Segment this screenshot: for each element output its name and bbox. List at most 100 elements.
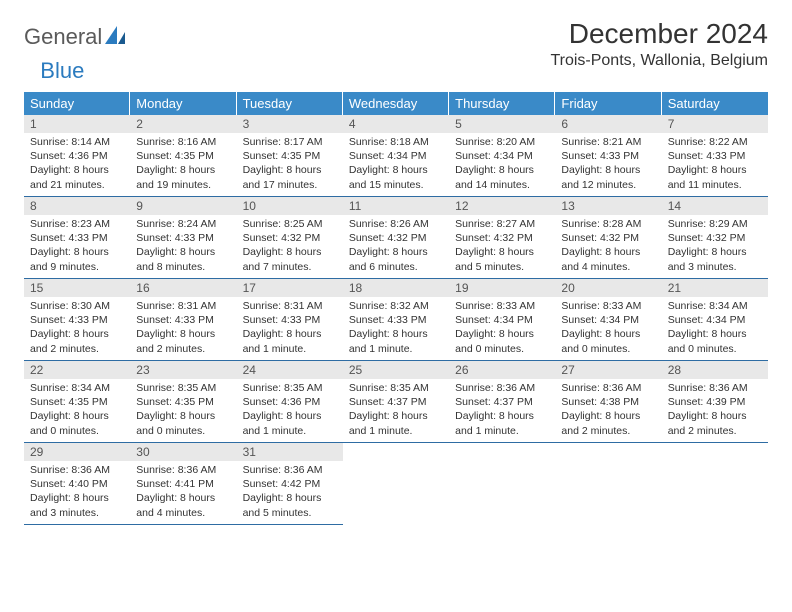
sunrise-line: Sunrise: 8:33 AM [561,299,655,313]
day-number: 15 [24,279,130,297]
weekday-header-row: Sunday Monday Tuesday Wednesday Thursday… [24,92,768,115]
daylight-line: Daylight: 8 hours [243,245,337,259]
day-cell: 28Sunrise: 8:36 AMSunset: 4:39 PMDayligh… [662,361,768,443]
day-cell: 5 Sunrise: 8:20 AMSunset: 4:34 PMDaylight… [449,115,555,197]
day-details: Sunrise: 8:17 AMSunset: 4:35 PMDaylight:… [237,135,343,192]
sunset-line: Sunset: 4:35 PM [136,395,230,409]
daylight-line: Daylight: 8 hours [243,409,337,423]
sunrise-line: Sunrise: 8:26 AM [349,217,443,231]
daylight-line: Daylight: 8 hours [561,245,655,259]
day-cell: 9Sunrise: 8:24 AMSunset: 4:33 PMDaylight… [130,197,236,279]
sunset-line: Sunset: 4:41 PM [136,477,230,491]
daylight-line: and 2 minutes. [136,342,230,356]
daylight-line: and 2 minutes. [668,424,762,438]
daylight-line: and 8 minutes. [136,260,230,274]
daylight-line: and 2 minutes. [30,342,124,356]
daylight-line: Daylight: 8 hours [30,245,124,259]
daylight-line: and 4 minutes. [136,506,230,520]
sunrise-line: Sunrise: 8:32 AM [349,299,443,313]
daylight-line: and 1 minute. [455,424,549,438]
day-number: 25 [343,361,449,379]
daylight-line: and 0 minutes. [30,424,124,438]
sunset-line: Sunset: 4:34 PM [668,313,762,327]
day-number: 10 [237,197,343,215]
daylight-line: Daylight: 8 hours [136,327,230,341]
sunrise-line: Sunrise: 8:35 AM [243,381,337,395]
day-number: 24 [237,361,343,379]
sunrise-line: Sunrise: 8:36 AM [561,381,655,395]
week-row: 8Sunrise: 8:23 AMSunset: 4:33 PMDaylight… [24,197,768,279]
day-details: Sunrise: 8:35 AMSunset: 4:35 PMDaylight:… [130,381,236,438]
daylight-line: Daylight: 8 hours [136,163,230,177]
daylight-line: and 9 minutes. [30,260,124,274]
day-details: Sunrise: 8:14 AMSunset: 4:36 PMDaylight:… [24,135,130,192]
sunset-line: Sunset: 4:32 PM [455,231,549,245]
day-details: Sunrise: 8:36 AMSunset: 4:40 PMDaylight:… [24,463,130,520]
day-number: 28 [662,361,768,379]
sunset-line: Sunset: 4:34 PM [455,149,549,163]
daylight-line: Daylight: 8 hours [243,327,337,341]
day-details: Sunrise: 8:26 AMSunset: 4:32 PMDaylight:… [343,217,449,274]
day-cell: 17Sunrise: 8:31 AMSunset: 4:33 PMDayligh… [237,279,343,361]
day-cell: 25Sunrise: 8:35 AMSunset: 4:37 PMDayligh… [343,361,449,443]
day-cell: 3Sunrise: 8:17 AMSunset: 4:35 PMDaylight… [237,115,343,197]
day-cell: 21Sunrise: 8:34 AMSunset: 4:34 PMDayligh… [662,279,768,361]
daylight-line: Daylight: 8 hours [455,409,549,423]
day-number: 11 [343,197,449,215]
daylight-line: Daylight: 8 hours [136,491,230,505]
daylight-line: Daylight: 8 hours [243,163,337,177]
daylight-line: Daylight: 8 hours [668,409,762,423]
day-details: Sunrise: 8:20 AMSunset: 4:34 PMDaylight:… [449,135,555,192]
day-number: 26 [449,361,555,379]
day-cell: 2Sunrise: 8:16 AMSunset: 4:35 PMDaylight… [130,115,236,197]
day-number: 16 [130,279,236,297]
header-right: December 2024 Trois-Ponts, Wallonia, Bel… [550,18,768,76]
daylight-line: and 17 minutes. [243,178,337,192]
day-number: 30 [130,443,236,461]
day-number: 5 [449,115,555,133]
sunset-line: Sunset: 4:34 PM [349,149,443,163]
sunset-line: Sunset: 4:36 PM [30,149,124,163]
daylight-line: Daylight: 8 hours [455,327,549,341]
sunrise-line: Sunrise: 8:33 AM [455,299,549,313]
daylight-line: and 0 minutes. [561,342,655,356]
daylight-line: Daylight: 8 hours [561,409,655,423]
daylight-line: and 15 minutes. [349,178,443,192]
day-number: 31 [237,443,343,461]
day-cell: 24 Sunrise: 8:35 AMSunset: 4:36 PMDayligh… [237,361,343,443]
calendar-grid: Sunday Monday Tuesday Wednesday Thursday… [24,92,768,525]
sunset-line: Sunset: 4:33 PM [136,231,230,245]
day-number: 20 [555,279,661,297]
sunrise-line: Sunrise: 8:18 AM [349,135,443,149]
day-cell: 16Sunrise: 8:31 AMSunset: 4:33 PMDayligh… [130,279,236,361]
sunset-line: Sunset: 4:32 PM [561,231,655,245]
day-details: Sunrise: 8:22 AMSunset: 4:33 PMDaylight:… [662,135,768,192]
day-number: 14 [662,197,768,215]
sunrise-line: Sunrise: 8:35 AM [349,381,443,395]
location-label: Trois-Ponts, Wallonia, Belgium [550,52,768,70]
daylight-line: and 3 minutes. [30,506,124,520]
day-details: Sunrise: 8:35 AMSunset: 4:36 PMDaylight:… [237,381,343,438]
daylight-line: and 4 minutes. [561,260,655,274]
day-cell: 15 Sunrise: 8:30 AMSunset: 4:33 PMDayligh… [24,279,130,361]
day-number: 7 [662,115,768,133]
sunrise-line: Sunrise: 8:20 AM [455,135,549,149]
sunrise-line: Sunrise: 8:34 AM [668,299,762,313]
day-details: Sunrise: 8:32 AMSunset: 4:33 PMDaylight:… [343,299,449,356]
sunset-line: Sunset: 4:35 PM [243,149,337,163]
day-details: Sunrise: 8:16 AMSunset: 4:35 PMDaylight:… [130,135,236,192]
logo-word-blue: Blue [40,58,84,84]
day-cell: 4Sunrise: 8:18 AMSunset: 4:34 PMDaylight… [343,115,449,197]
day-details: Sunrise: 8:36 AMSunset: 4:41 PMDaylight:… [130,463,236,520]
day-cell: 7 Sunrise: 8:22 AMSunset: 4:33 PMDaylight… [662,115,768,197]
sunset-line: Sunset: 4:34 PM [455,313,549,327]
sunset-line: Sunset: 4:32 PM [243,231,337,245]
day-cell: 8Sunrise: 8:23 AMSunset: 4:33 PMDaylight… [24,197,130,279]
day-details: Sunrise: 8:30 AMSunset: 4:33 PMDaylight:… [24,299,130,356]
day-number: 19 [449,279,555,297]
day-cell: 11 Sunrise: 8:26 AMSunset: 4:32 PMDayligh… [343,197,449,279]
day-number: 12 [449,197,555,215]
sunset-line: Sunset: 4:33 PM [243,313,337,327]
sunset-line: Sunset: 4:37 PM [349,395,443,409]
daylight-line: Daylight: 8 hours [455,245,549,259]
